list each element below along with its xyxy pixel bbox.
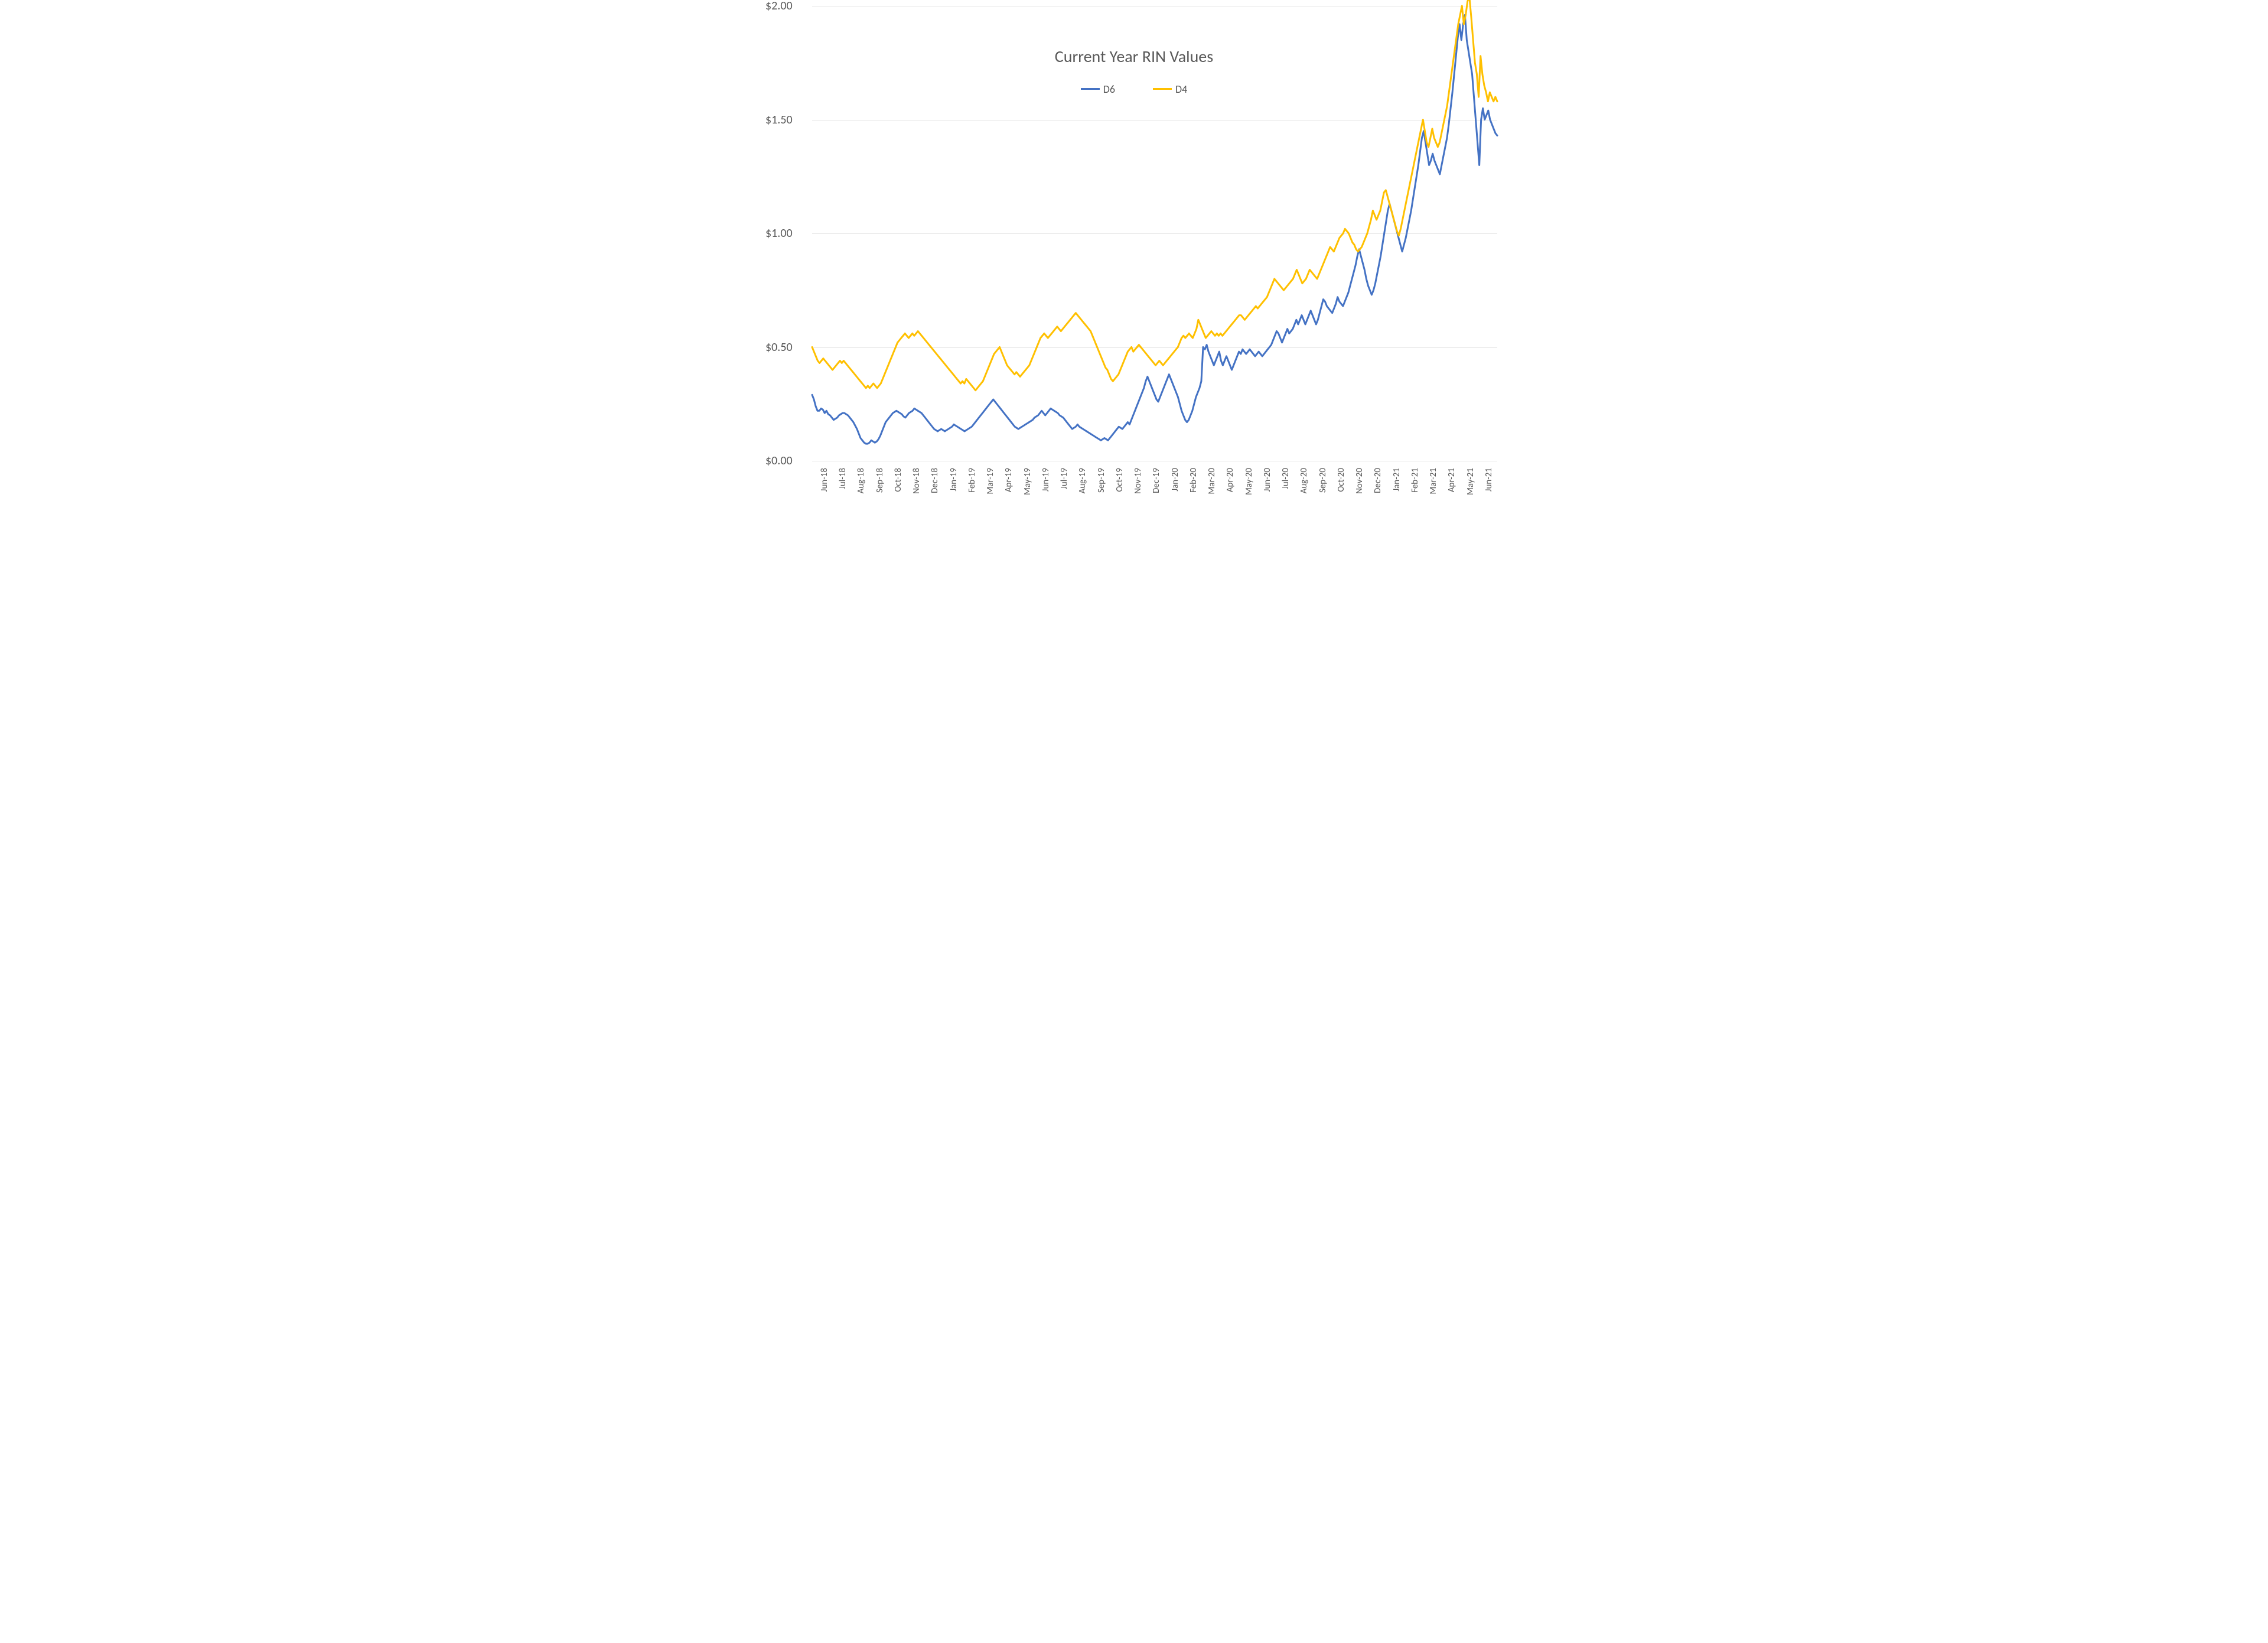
x-tick-label: Jan-21 bbox=[1392, 468, 1402, 492]
x-tick-label: Jun-20 bbox=[1262, 468, 1273, 492]
x-tick-label: Jul-19 bbox=[1059, 468, 1070, 489]
x-tick-label: Oct-20 bbox=[1336, 468, 1347, 492]
x-tick-label: Feb-19 bbox=[967, 468, 977, 493]
x-tick-label: May-21 bbox=[1465, 468, 1476, 495]
x-tick-label: Oct-19 bbox=[1115, 468, 1125, 492]
x-tick-label: Jul-18 bbox=[838, 468, 848, 489]
x-tick-label: Aug-20 bbox=[1299, 468, 1309, 493]
x-tick-label: Mar-20 bbox=[1207, 468, 1217, 494]
x-tick-label: Feb-20 bbox=[1188, 468, 1199, 493]
x-tick-label: Dec-18 bbox=[930, 468, 940, 493]
x-tick-label: Mar-21 bbox=[1428, 468, 1439, 494]
x-tick-label: Sep-18 bbox=[875, 468, 885, 493]
x-tick-label: Nov-20 bbox=[1354, 468, 1365, 494]
x-tick-label: Jun-19 bbox=[1041, 468, 1051, 492]
x-tick-label: Jun-21 bbox=[1484, 468, 1494, 492]
series-line-d4 bbox=[812, 0, 1497, 391]
x-tick-label: Sep-20 bbox=[1318, 468, 1328, 493]
series-line-d6 bbox=[812, 15, 1497, 444]
x-tick-label: Jan-19 bbox=[949, 468, 959, 492]
x-tick-label: Dec-19 bbox=[1151, 468, 1162, 493]
x-tick-label: Aug-19 bbox=[1077, 468, 1088, 493]
x-tick-label: Dec-20 bbox=[1373, 468, 1383, 493]
chart-container: Current Year RIN Values D6 D4 $0.00$0.50… bbox=[756, 0, 1512, 548]
x-tick-label: Apr-19 bbox=[1003, 468, 1014, 492]
x-tick-label: Sep-19 bbox=[1096, 468, 1107, 493]
x-tick-label: Jan-20 bbox=[1170, 468, 1181, 492]
y-tick-label: $0.00 bbox=[756, 454, 816, 468]
x-tick-label: Apr-21 bbox=[1446, 468, 1457, 492]
x-tick-label: May-19 bbox=[1022, 468, 1033, 495]
series-lines bbox=[812, 6, 1497, 461]
x-tick-label: Aug-18 bbox=[856, 468, 866, 493]
x-tick-label: Feb-21 bbox=[1410, 468, 1420, 493]
x-tick-label: Jul-20 bbox=[1280, 468, 1291, 489]
x-tick-label: Apr-20 bbox=[1225, 468, 1236, 492]
x-tick-label: May-20 bbox=[1244, 468, 1254, 495]
y-tick-label: $2.00 bbox=[756, 0, 816, 13]
plot-area bbox=[812, 6, 1497, 461]
x-tick-label: Mar-19 bbox=[985, 468, 996, 494]
y-tick-label: $1.00 bbox=[756, 226, 816, 240]
x-tick-label: Jun-18 bbox=[819, 468, 830, 492]
x-tick-label: Nov-19 bbox=[1133, 468, 1143, 494]
x-tick-label: Oct-18 bbox=[893, 468, 904, 492]
x-tick-label: Nov-18 bbox=[911, 468, 922, 494]
y-tick-label: $1.50 bbox=[756, 113, 816, 127]
y-tick-label: $0.50 bbox=[756, 340, 816, 354]
